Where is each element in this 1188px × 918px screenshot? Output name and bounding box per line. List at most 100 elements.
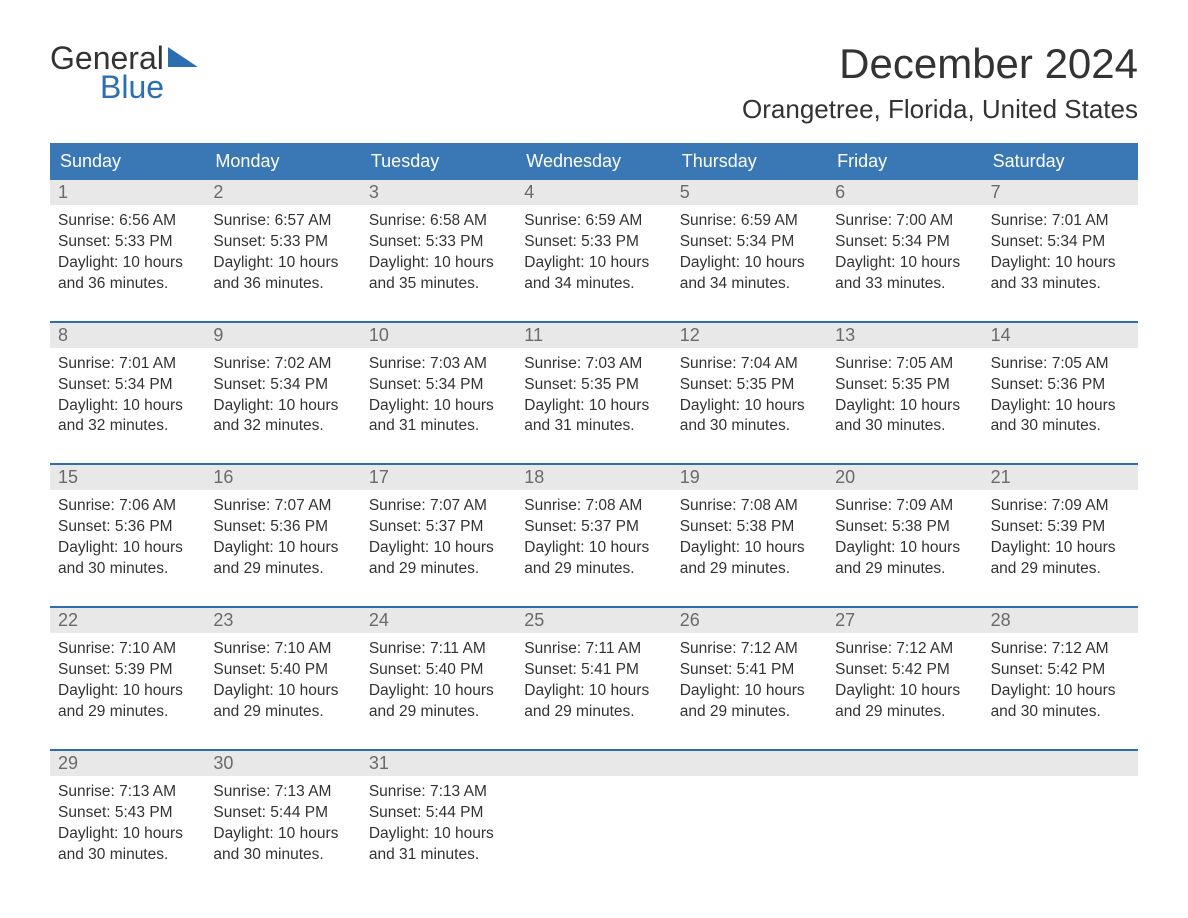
daylight: Daylight: 10 hours and 29 minutes. (58, 681, 197, 723)
day-number: 29 (50, 751, 205, 776)
calendar-cell: 3Sunrise: 6:58 AMSunset: 5:33 PMDaylight… (361, 180, 516, 305)
sunset: Sunset: 5:34 PM (58, 375, 197, 396)
day-number: 7 (983, 180, 1138, 205)
sunrise: Sunrise: 7:12 AM (680, 639, 819, 660)
logo: General Blue (50, 40, 198, 106)
day-number: 2 (205, 180, 360, 205)
calendar-cell: 30Sunrise: 7:13 AMSunset: 5:44 PMDayligh… (205, 751, 360, 876)
calendar-cell: 23Sunrise: 7:10 AMSunset: 5:40 PMDayligh… (205, 608, 360, 733)
calendar-cell: 5Sunrise: 6:59 AMSunset: 5:34 PMDaylight… (672, 180, 827, 305)
daylight: Daylight: 10 hours and 30 minutes. (991, 681, 1130, 723)
day-number: 1 (50, 180, 205, 205)
day-data: Sunrise: 7:12 AMSunset: 5:41 PMDaylight:… (672, 633, 827, 733)
calendar-cell: 4Sunrise: 6:59 AMSunset: 5:33 PMDaylight… (516, 180, 671, 305)
calendar-cell: 18Sunrise: 7:08 AMSunset: 5:37 PMDayligh… (516, 465, 671, 590)
sunset: Sunset: 5:34 PM (680, 232, 819, 253)
day-data: Sunrise: 7:08 AMSunset: 5:38 PMDaylight:… (672, 490, 827, 590)
day-data: Sunrise: 6:56 AMSunset: 5:33 PMDaylight:… (50, 205, 205, 305)
sunrise: Sunrise: 7:10 AM (213, 639, 352, 660)
sunset: Sunset: 5:41 PM (524, 660, 663, 681)
daylight: Daylight: 10 hours and 31 minutes. (369, 824, 508, 866)
day-data: Sunrise: 7:13 AMSunset: 5:44 PMDaylight:… (361, 776, 516, 876)
calendar-cell: 19Sunrise: 7:08 AMSunset: 5:38 PMDayligh… (672, 465, 827, 590)
week-row: 29Sunrise: 7:13 AMSunset: 5:43 PMDayligh… (50, 749, 1138, 876)
weekday-label: Saturday (983, 143, 1138, 180)
sunrise: Sunrise: 7:05 AM (835, 354, 974, 375)
calendar-cell: 12Sunrise: 7:04 AMSunset: 5:35 PMDayligh… (672, 323, 827, 448)
sunrise: Sunrise: 6:56 AM (58, 211, 197, 232)
day-data: Sunrise: 7:09 AMSunset: 5:39 PMDaylight:… (983, 490, 1138, 590)
sunrise: Sunrise: 7:09 AM (835, 496, 974, 517)
sunset: Sunset: 5:41 PM (680, 660, 819, 681)
sunrise: Sunrise: 7:13 AM (213, 782, 352, 803)
logo-flag-icon (168, 47, 198, 67)
calendar-cell: 6Sunrise: 7:00 AMSunset: 5:34 PMDaylight… (827, 180, 982, 305)
calendar-cell: 22Sunrise: 7:10 AMSunset: 5:39 PMDayligh… (50, 608, 205, 733)
sunset: Sunset: 5:34 PM (835, 232, 974, 253)
daylight: Daylight: 10 hours and 35 minutes. (369, 253, 508, 295)
day-data: Sunrise: 7:13 AMSunset: 5:43 PMDaylight:… (50, 776, 205, 876)
sunset: Sunset: 5:33 PM (524, 232, 663, 253)
daylight: Daylight: 10 hours and 29 minutes. (369, 538, 508, 580)
daylight: Daylight: 10 hours and 29 minutes. (213, 681, 352, 723)
day-data: Sunrise: 7:00 AMSunset: 5:34 PMDaylight:… (827, 205, 982, 305)
sunrise: Sunrise: 7:10 AM (58, 639, 197, 660)
day-number: 22 (50, 608, 205, 633)
day-number: 27 (827, 608, 982, 633)
day-data: Sunrise: 6:58 AMSunset: 5:33 PMDaylight:… (361, 205, 516, 305)
day-data: Sunrise: 6:57 AMSunset: 5:33 PMDaylight:… (205, 205, 360, 305)
day-data: Sunrise: 7:09 AMSunset: 5:38 PMDaylight:… (827, 490, 982, 590)
calendar-cell: 8Sunrise: 7:01 AMSunset: 5:34 PMDaylight… (50, 323, 205, 448)
sunrise: Sunrise: 7:07 AM (369, 496, 508, 517)
location: Orangetree, Florida, United States (742, 94, 1138, 125)
sunset: Sunset: 5:34 PM (213, 375, 352, 396)
sunrise: Sunrise: 7:03 AM (369, 354, 508, 375)
title-block: December 2024 Orangetree, Florida, Unite… (742, 40, 1138, 125)
daylight: Daylight: 10 hours and 33 minutes. (835, 253, 974, 295)
sunset: Sunset: 5:36 PM (58, 517, 197, 538)
day-data: Sunrise: 7:02 AMSunset: 5:34 PMDaylight:… (205, 348, 360, 448)
calendar-cell: 10Sunrise: 7:03 AMSunset: 5:34 PMDayligh… (361, 323, 516, 448)
day-data: Sunrise: 7:11 AMSunset: 5:41 PMDaylight:… (516, 633, 671, 733)
day-data: Sunrise: 7:03 AMSunset: 5:34 PMDaylight:… (361, 348, 516, 448)
daylight: Daylight: 10 hours and 30 minutes. (58, 824, 197, 866)
day-data: Sunrise: 6:59 AMSunset: 5:33 PMDaylight:… (516, 205, 671, 305)
daylight: Daylight: 10 hours and 30 minutes. (680, 396, 819, 438)
sunrise: Sunrise: 7:11 AM (524, 639, 663, 660)
week-row: 22Sunrise: 7:10 AMSunset: 5:39 PMDayligh… (50, 606, 1138, 733)
sunrise: Sunrise: 7:04 AM (680, 354, 819, 375)
daylight: Daylight: 10 hours and 31 minutes. (369, 396, 508, 438)
sunset: Sunset: 5:42 PM (835, 660, 974, 681)
day-data: Sunrise: 7:13 AMSunset: 5:44 PMDaylight:… (205, 776, 360, 876)
day-number: 28 (983, 608, 1138, 633)
weekday-label: Monday (205, 143, 360, 180)
daylight: Daylight: 10 hours and 30 minutes. (213, 824, 352, 866)
weekday-label: Sunday (50, 143, 205, 180)
day-number: 13 (827, 323, 982, 348)
sunrise: Sunrise: 7:12 AM (835, 639, 974, 660)
day-number: 12 (672, 323, 827, 348)
sunrise: Sunrise: 6:59 AM (680, 211, 819, 232)
day-data: Sunrise: 6:59 AMSunset: 5:34 PMDaylight:… (672, 205, 827, 305)
daylight: Daylight: 10 hours and 30 minutes. (991, 396, 1130, 438)
weekday-label: Tuesday (361, 143, 516, 180)
calendar-cell: 21Sunrise: 7:09 AMSunset: 5:39 PMDayligh… (983, 465, 1138, 590)
sunrise: Sunrise: 7:03 AM (524, 354, 663, 375)
day-data: Sunrise: 7:11 AMSunset: 5:40 PMDaylight:… (361, 633, 516, 733)
day-number: 16 (205, 465, 360, 490)
header: General Blue December 2024 Orangetree, F… (50, 40, 1138, 125)
sunset: Sunset: 5:38 PM (835, 517, 974, 538)
daylight: Daylight: 10 hours and 29 minutes. (213, 538, 352, 580)
day-number: 11 (516, 323, 671, 348)
calendar: SundayMondayTuesdayWednesdayThursdayFrid… (50, 143, 1138, 875)
sunrise: Sunrise: 7:00 AM (835, 211, 974, 232)
sunset: Sunset: 5:36 PM (213, 517, 352, 538)
daylight: Daylight: 10 hours and 30 minutes. (835, 396, 974, 438)
sunrise: Sunrise: 7:09 AM (991, 496, 1130, 517)
day-number: 4 (516, 180, 671, 205)
day-number-empty (827, 751, 982, 776)
sunrise: Sunrise: 7:01 AM (58, 354, 197, 375)
daylight: Daylight: 10 hours and 29 minutes. (835, 538, 974, 580)
weekday-header: SundayMondayTuesdayWednesdayThursdayFrid… (50, 143, 1138, 180)
daylight: Daylight: 10 hours and 29 minutes. (680, 681, 819, 723)
